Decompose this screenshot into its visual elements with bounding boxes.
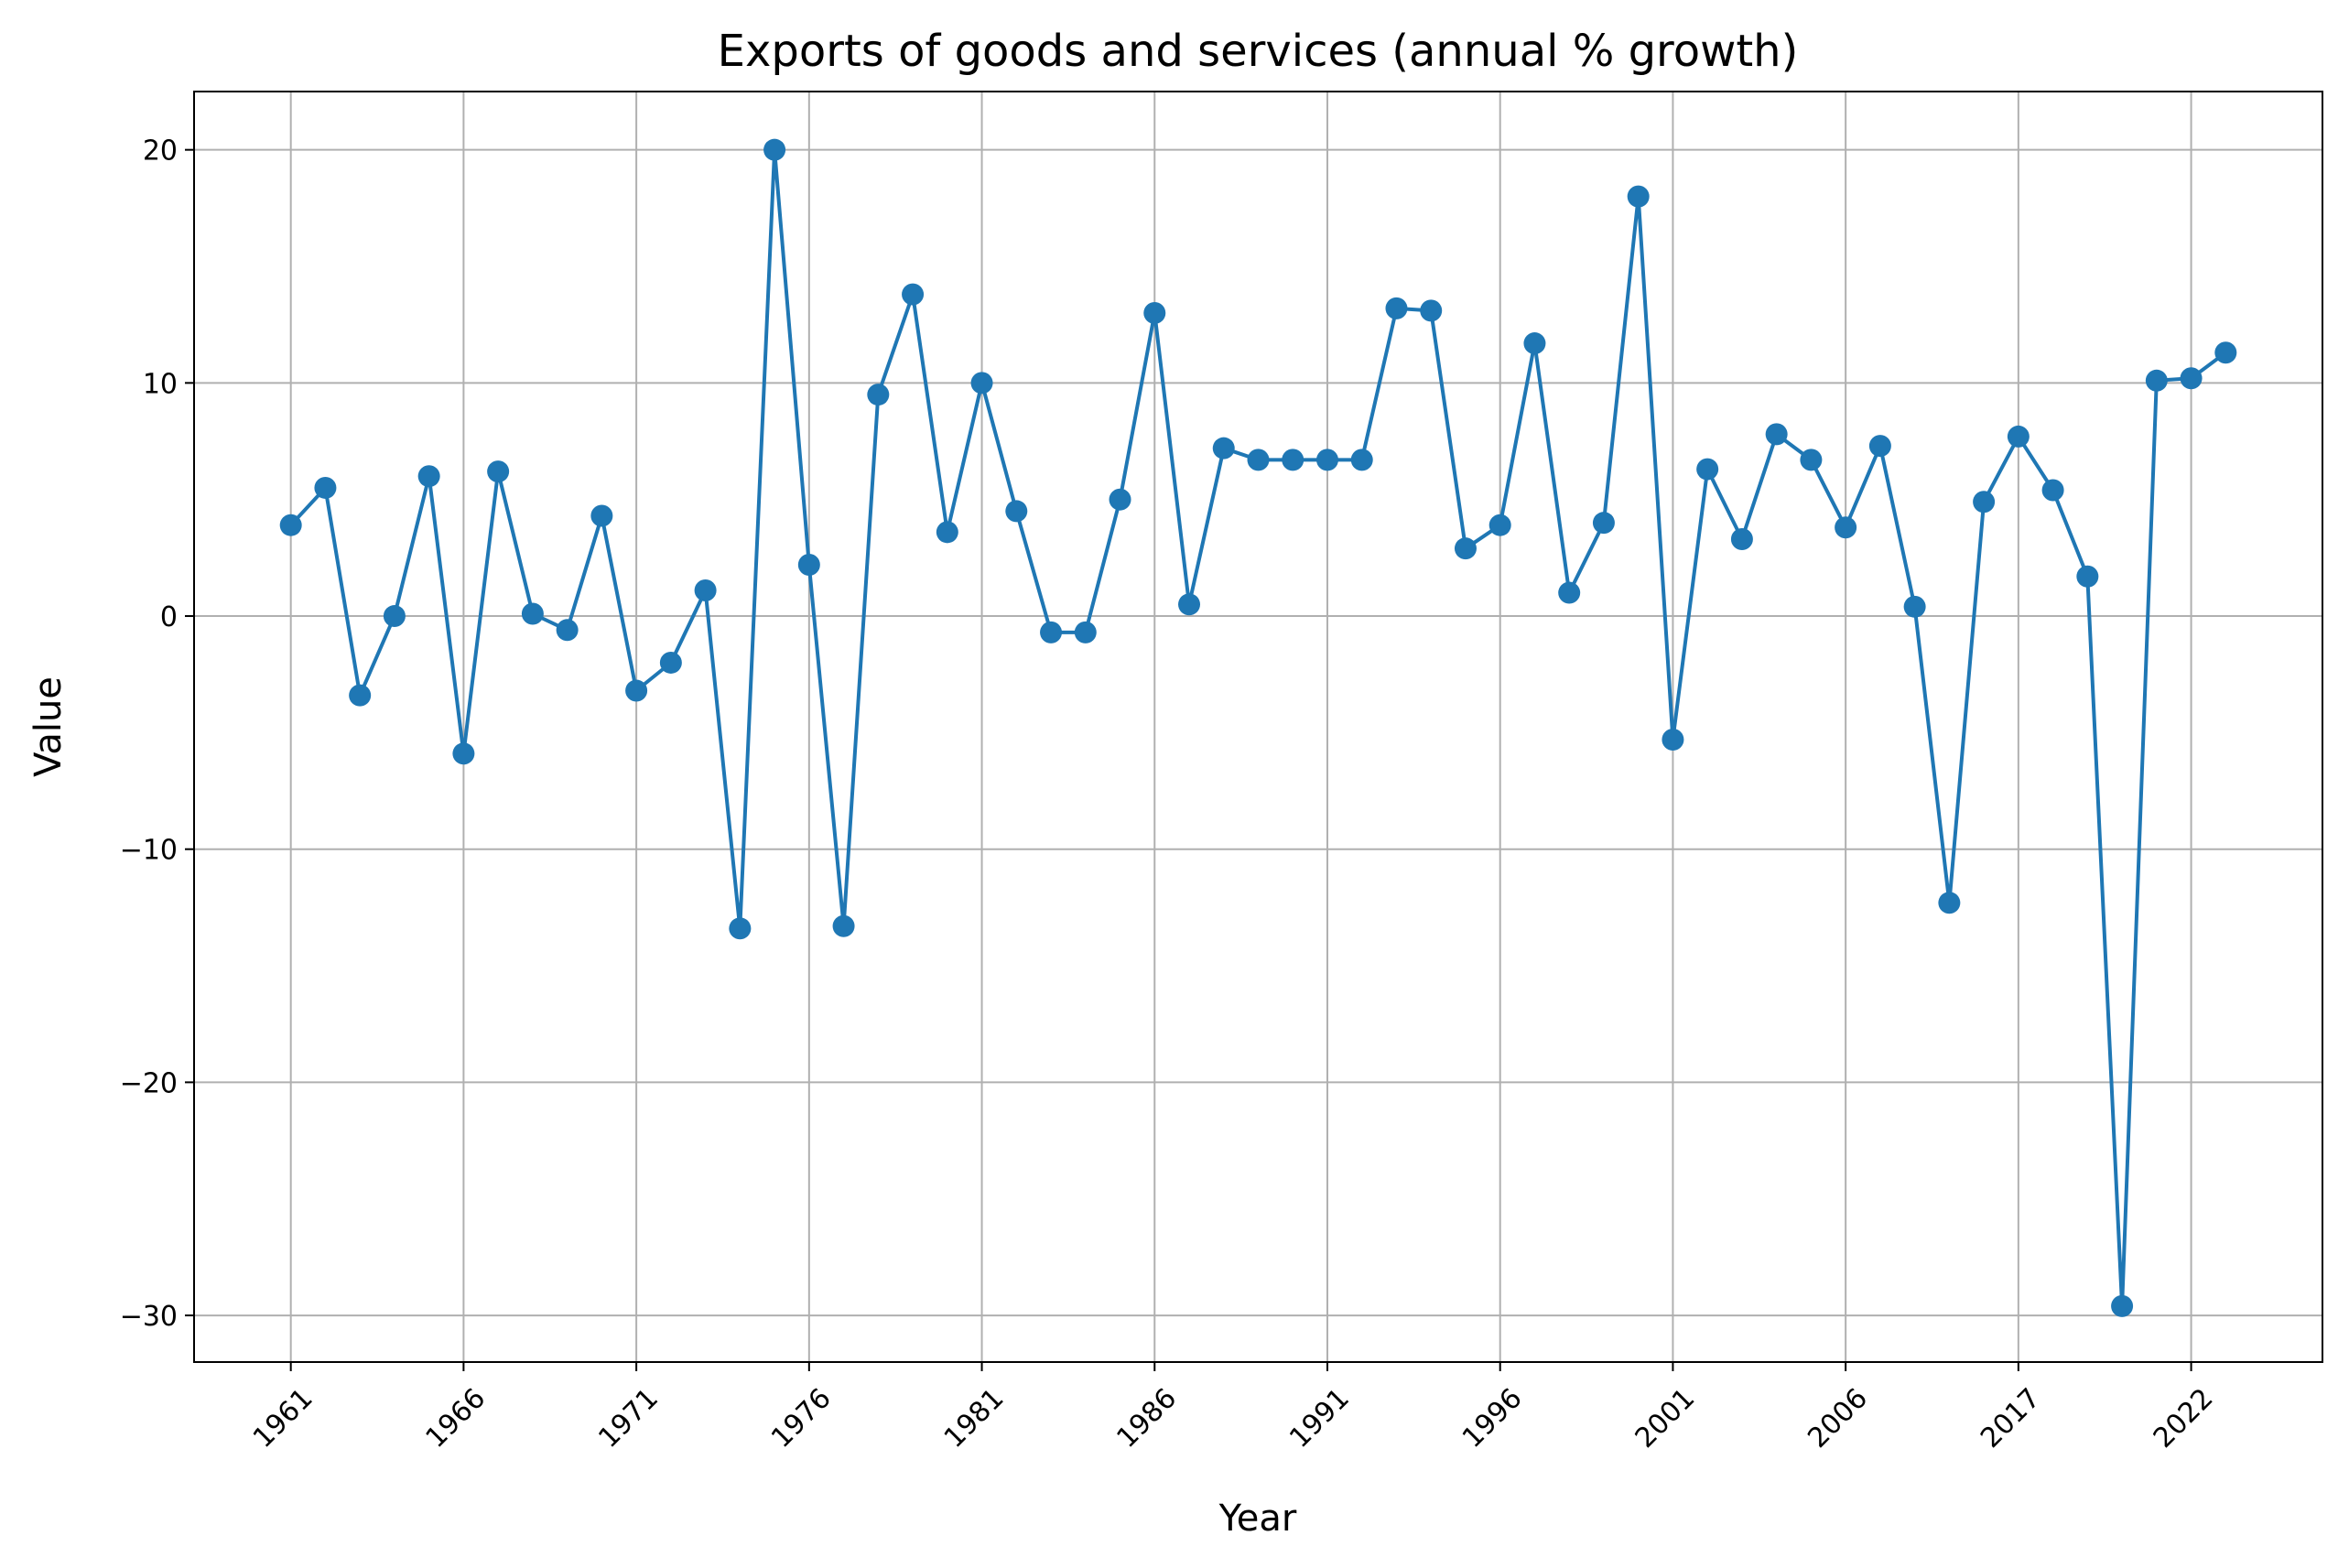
- data-point: [1247, 449, 1270, 471]
- data-point: [1488, 514, 1511, 536]
- y-tick-label: 0: [160, 601, 178, 633]
- x-tick-label: 2001: [1629, 1382, 1702, 1454]
- data-point: [763, 138, 786, 161]
- data-point: [279, 514, 302, 536]
- data-point: [1005, 500, 1028, 523]
- x-tick-label: 1971: [592, 1382, 665, 1454]
- series-line-group: [289, 147, 2227, 1308]
- data-point: [556, 619, 579, 642]
- data-point: [1868, 435, 1891, 458]
- data-point: [1835, 516, 1857, 539]
- x-tick-label: 2017: [1975, 1382, 2047, 1454]
- data-point: [1662, 729, 1684, 752]
- x-axis-label: Year: [1218, 1498, 1297, 1540]
- data-points: [279, 138, 2237, 1317]
- data-point: [1523, 332, 1546, 355]
- data-point: [1040, 621, 1063, 643]
- data-point: [487, 460, 510, 483]
- data-point: [659, 651, 682, 674]
- y-tick-label: 20: [143, 135, 178, 168]
- x-tick-label: 1976: [765, 1382, 838, 1454]
- x-tick-label: 1961: [247, 1382, 319, 1454]
- data-point: [1765, 423, 1788, 446]
- chart-title: Exports of goods and services (annual % …: [718, 26, 1799, 77]
- data-point: [452, 742, 475, 765]
- data-point: [1973, 491, 1996, 514]
- data-point: [832, 914, 855, 937]
- y-tick-label: −30: [120, 1301, 178, 1333]
- data-point: [1178, 593, 1201, 616]
- x-tick-label: 1991: [1283, 1382, 1356, 1454]
- data-point: [625, 679, 648, 702]
- data-point: [1420, 299, 1443, 322]
- data-point: [729, 917, 752, 940]
- data-point: [2041, 479, 2064, 502]
- data-point: [314, 476, 337, 499]
- data-point: [1730, 527, 1753, 550]
- data-point: [1143, 301, 1166, 324]
- data-point: [1074, 621, 1097, 643]
- grid-lines: [194, 92, 2322, 1362]
- data-point: [2111, 1294, 2134, 1317]
- data-point: [2214, 341, 2237, 364]
- data-point: [1696, 458, 1719, 481]
- series-line: [289, 147, 2227, 1308]
- y-tick-label: −10: [120, 835, 178, 867]
- data-point: [867, 384, 890, 406]
- data-point: [936, 521, 958, 544]
- data-point: [1350, 449, 1373, 471]
- data-point: [1282, 449, 1304, 471]
- data-point: [590, 504, 613, 527]
- data-point: [521, 602, 544, 625]
- data-point: [1627, 185, 1650, 208]
- x-tick-label: 2006: [1802, 1382, 1874, 1454]
- data-point: [1212, 437, 1235, 460]
- data-point: [1592, 512, 1615, 535]
- data-point: [2076, 565, 2099, 588]
- data-point: [349, 684, 372, 707]
- x-tick-label: 2022: [2148, 1382, 2220, 1454]
- data-point: [2145, 369, 2168, 392]
- data-point: [1800, 449, 1823, 471]
- data-point: [970, 372, 993, 395]
- data-point: [1385, 297, 1408, 319]
- x-tick-label: 1966: [420, 1382, 493, 1454]
- y-axis-ticks: 20 10 0 −10 −20 −30: [120, 135, 194, 1333]
- data-point: [2007, 425, 2030, 448]
- x-tick-label: 1986: [1110, 1382, 1183, 1454]
- y-axis-label: Value: [27, 676, 70, 777]
- data-point: [797, 553, 820, 576]
- data-point: [1558, 581, 1581, 604]
- data-point: [694, 579, 717, 602]
- data-point: [1454, 537, 1477, 560]
- x-axis-ticks: 1961 1966 1971 1976 1981 1986 1991 1996 2001 2006…: [247, 1362, 2220, 1454]
- data-point: [1903, 595, 1926, 618]
- y-tick-label: 10: [143, 368, 178, 400]
- data-point: [2180, 367, 2203, 390]
- plot-frame: [193, 91, 2323, 1363]
- data-point: [1315, 449, 1338, 471]
- data-point: [1938, 892, 1961, 914]
- y-tick-label: −20: [120, 1067, 178, 1099]
- data-point: [383, 605, 406, 628]
- data-point: [1109, 488, 1131, 511]
- data-point: [902, 283, 925, 306]
- x-tick-label: 1996: [1456, 1382, 1529, 1454]
- x-tick-label: 1981: [938, 1382, 1011, 1454]
- data-point: [417, 465, 440, 488]
